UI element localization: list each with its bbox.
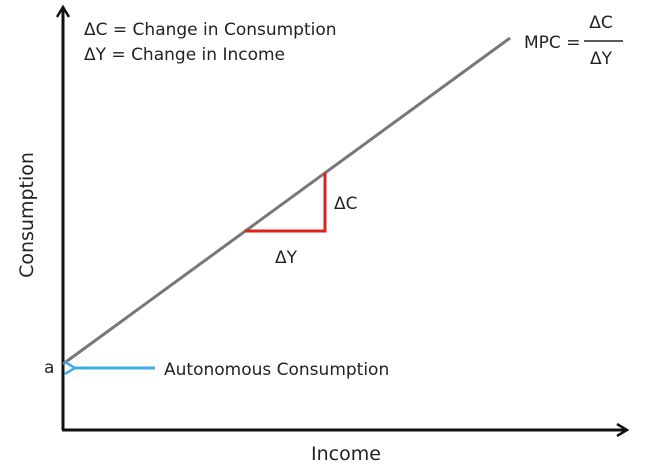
formula-denominator: ΔY (590, 49, 613, 69)
consumption-line (62, 36, 511, 366)
triangle-run-label: ΔY (275, 248, 298, 268)
legend-delta-c: ΔC = Change in Consumption (84, 20, 337, 40)
triangle-rise-label: ΔC (334, 194, 358, 214)
formula-lhs: MPC = (524, 33, 580, 53)
formula-numerator: ΔC (589, 13, 613, 33)
legend-delta-y: ΔY = Change in Income (84, 45, 285, 65)
x-axis-label: Income (311, 443, 381, 465)
slope-triangle (245, 173, 327, 233)
intercept-label: a (44, 358, 54, 378)
autonomous-consumption-label: Autonomous Consumption (164, 360, 389, 380)
y-axis-label: Consumption (16, 152, 38, 278)
